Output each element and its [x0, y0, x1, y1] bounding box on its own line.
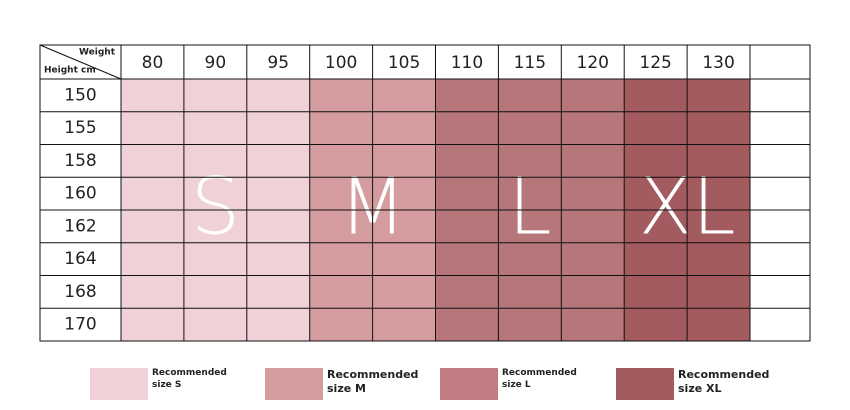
height: 164	[64, 249, 96, 269]
weight: 120	[577, 53, 609, 73]
legend-text-box: Recommended size XL	[678, 368, 770, 396]
height: 158	[64, 151, 96, 171]
legend-swatch	[265, 368, 323, 400]
weight: 100	[325, 53, 357, 73]
weight: 125	[639, 53, 671, 73]
weight: 110	[451, 53, 483, 73]
weight: 90	[205, 53, 227, 73]
height: 155	[64, 118, 96, 138]
legend-text: Recommended size S	[152, 368, 227, 390]
weight: 115	[514, 53, 546, 73]
legend-text: Recommended size M	[327, 368, 419, 396]
height: 150	[64, 85, 96, 105]
weight: 80	[142, 53, 164, 73]
legend-swatch	[616, 368, 674, 400]
size-letter: S	[191, 163, 241, 253]
legend-text-box: Recommended size M	[327, 368, 419, 396]
diagonal	[39, 44, 122, 80]
legend-swatch	[90, 368, 148, 400]
legend-text-box: Recommended size L	[502, 368, 577, 390]
legend-text: Recommended size L	[502, 368, 577, 390]
legend-text-box: Recommended size S	[152, 368, 227, 390]
height: 162	[64, 216, 96, 236]
legend-swatch	[440, 368, 498, 400]
weight: 95	[267, 53, 289, 73]
table-border	[39, 44, 811, 342]
size-letter: L	[508, 163, 551, 253]
height: 170	[64, 315, 96, 335]
legend-text: Recommended size XL	[678, 368, 770, 396]
height-label: Height cm	[44, 66, 96, 76]
weight: 130	[702, 53, 734, 73]
height: 160	[64, 184, 96, 204]
weight: 105	[388, 53, 420, 73]
weight-label: Weight	[79, 48, 116, 58]
height: 168	[64, 282, 96, 302]
